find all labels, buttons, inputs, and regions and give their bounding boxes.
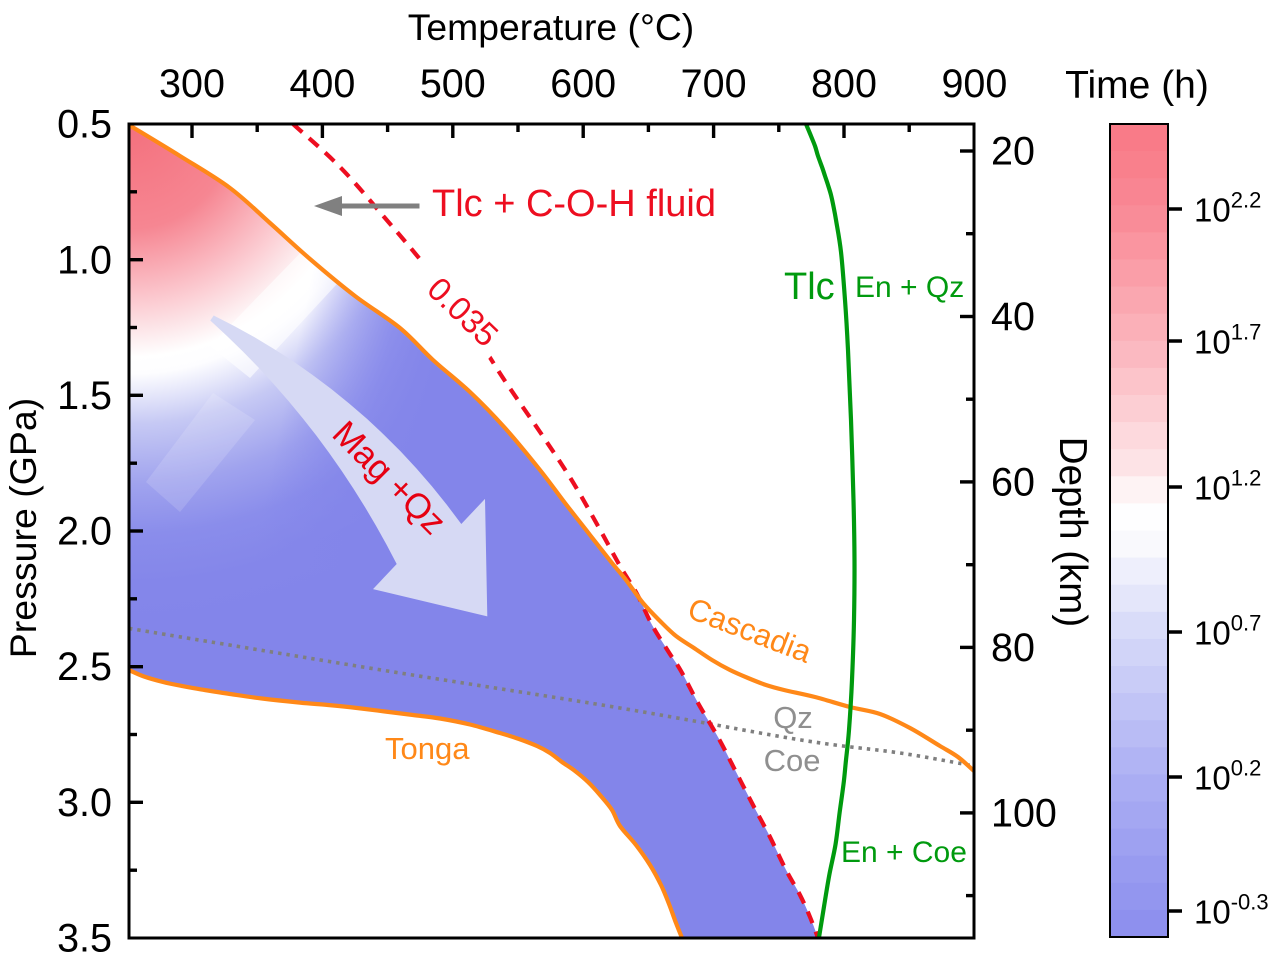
svg-text:0.5: 0.5 [57, 103, 112, 147]
svg-text:3.0: 3.0 [57, 781, 112, 825]
svg-text:2.0: 2.0 [57, 510, 112, 554]
svg-text:Pressure (GPa): Pressure (GPa) [2, 398, 44, 659]
svg-text:Tonga: Tonga [385, 731, 470, 766]
svg-text:Depth (km): Depth (km) [1051, 437, 1094, 627]
svg-text:1.5: 1.5 [57, 374, 112, 418]
svg-text:500: 500 [420, 62, 486, 106]
svg-text:900: 900 [941, 62, 1007, 106]
svg-text:80: 80 [991, 626, 1035, 670]
svg-text:En + Coe: En + Coe [841, 836, 967, 869]
svg-text:60: 60 [991, 460, 1035, 504]
svg-text:En + Qz: En + Qz [855, 271, 964, 304]
svg-text:2.5: 2.5 [57, 645, 112, 689]
svg-text:700: 700 [681, 62, 747, 106]
svg-text:101.2: 101.2 [1194, 466, 1261, 507]
svg-text:3.5: 3.5 [57, 917, 112, 961]
svg-text:300: 300 [159, 62, 225, 106]
svg-text:800: 800 [811, 62, 877, 106]
svg-text:40: 40 [991, 295, 1035, 339]
svg-text:Qz: Qz [773, 700, 813, 735]
svg-text:400: 400 [289, 62, 355, 106]
svg-text:Temperature (°C): Temperature (°C) [408, 6, 694, 48]
svg-text:Tlc + C-O-H fluid: Tlc + C-O-H fluid [432, 183, 716, 225]
svg-text:20: 20 [991, 130, 1035, 174]
svg-text:1.0: 1.0 [57, 238, 112, 282]
svg-text:Coe: Coe [764, 743, 821, 778]
svg-text:Time (h): Time (h) [1065, 64, 1209, 107]
svg-text:100: 100 [991, 791, 1057, 835]
svg-text:600: 600 [550, 62, 616, 106]
svg-text:Tlc: Tlc [784, 266, 835, 308]
